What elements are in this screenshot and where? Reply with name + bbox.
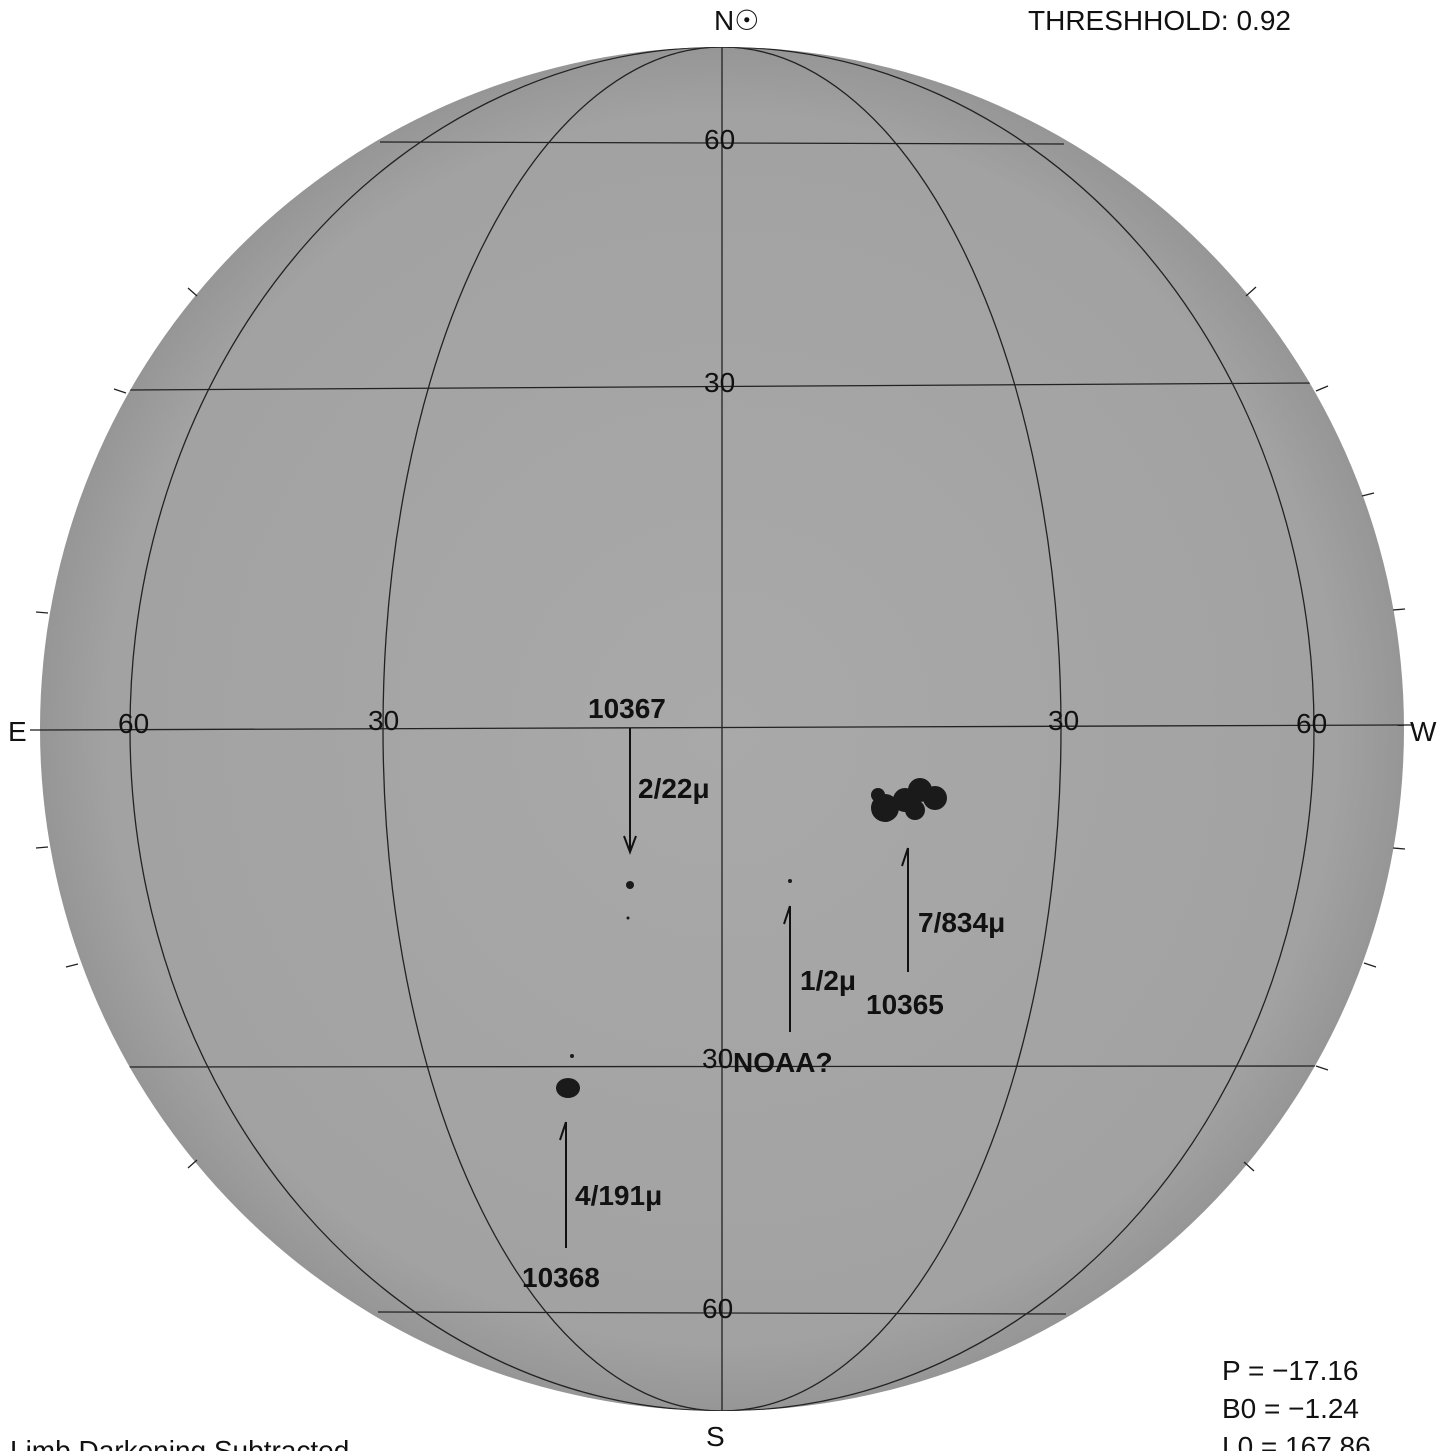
grid-label: 30 [704,367,735,398]
threshold: THRESHHOLD: 0.92 [1028,5,1291,36]
parameter: B0 = −1.24 [1222,1393,1359,1424]
region-number: 10365 [866,989,944,1020]
region-number: 10367 [588,693,666,724]
spot-count: 7/834μ [918,907,1005,938]
spot-count: 2/22μ [638,773,710,804]
grid-label: 60 [1296,708,1327,739]
spot-count: 1/2μ [800,965,856,996]
south-label: S [706,1421,725,1451]
grid-label: 60 [702,1293,733,1324]
parameter: P = −17.16 [1222,1355,1359,1386]
spot-count: 4/191μ [575,1180,662,1211]
grid-label: 60 [704,124,735,155]
solar-disk-figure: N☉ THRESHHOLD: 0.92 E W S 60 30 60 30 30… [0,0,1439,1451]
grid-label: 30 [1048,705,1079,736]
page: {"header": {"north": "N☉", "threshold": … [0,0,1439,1451]
grid-label: 60 [118,708,149,739]
west-label: W [1410,716,1437,747]
east-label: E [8,716,27,747]
grid-label: 30 [368,705,399,736]
parameter: L0 = 167.86 [1222,1431,1371,1451]
region-number: NOAA? [733,1047,833,1078]
grid-label: 30 [702,1043,733,1074]
footer-note: Limb Darkening Subtracted [10,1435,349,1451]
north-label: N☉ [714,5,759,36]
region-number: 10368 [522,1262,600,1293]
